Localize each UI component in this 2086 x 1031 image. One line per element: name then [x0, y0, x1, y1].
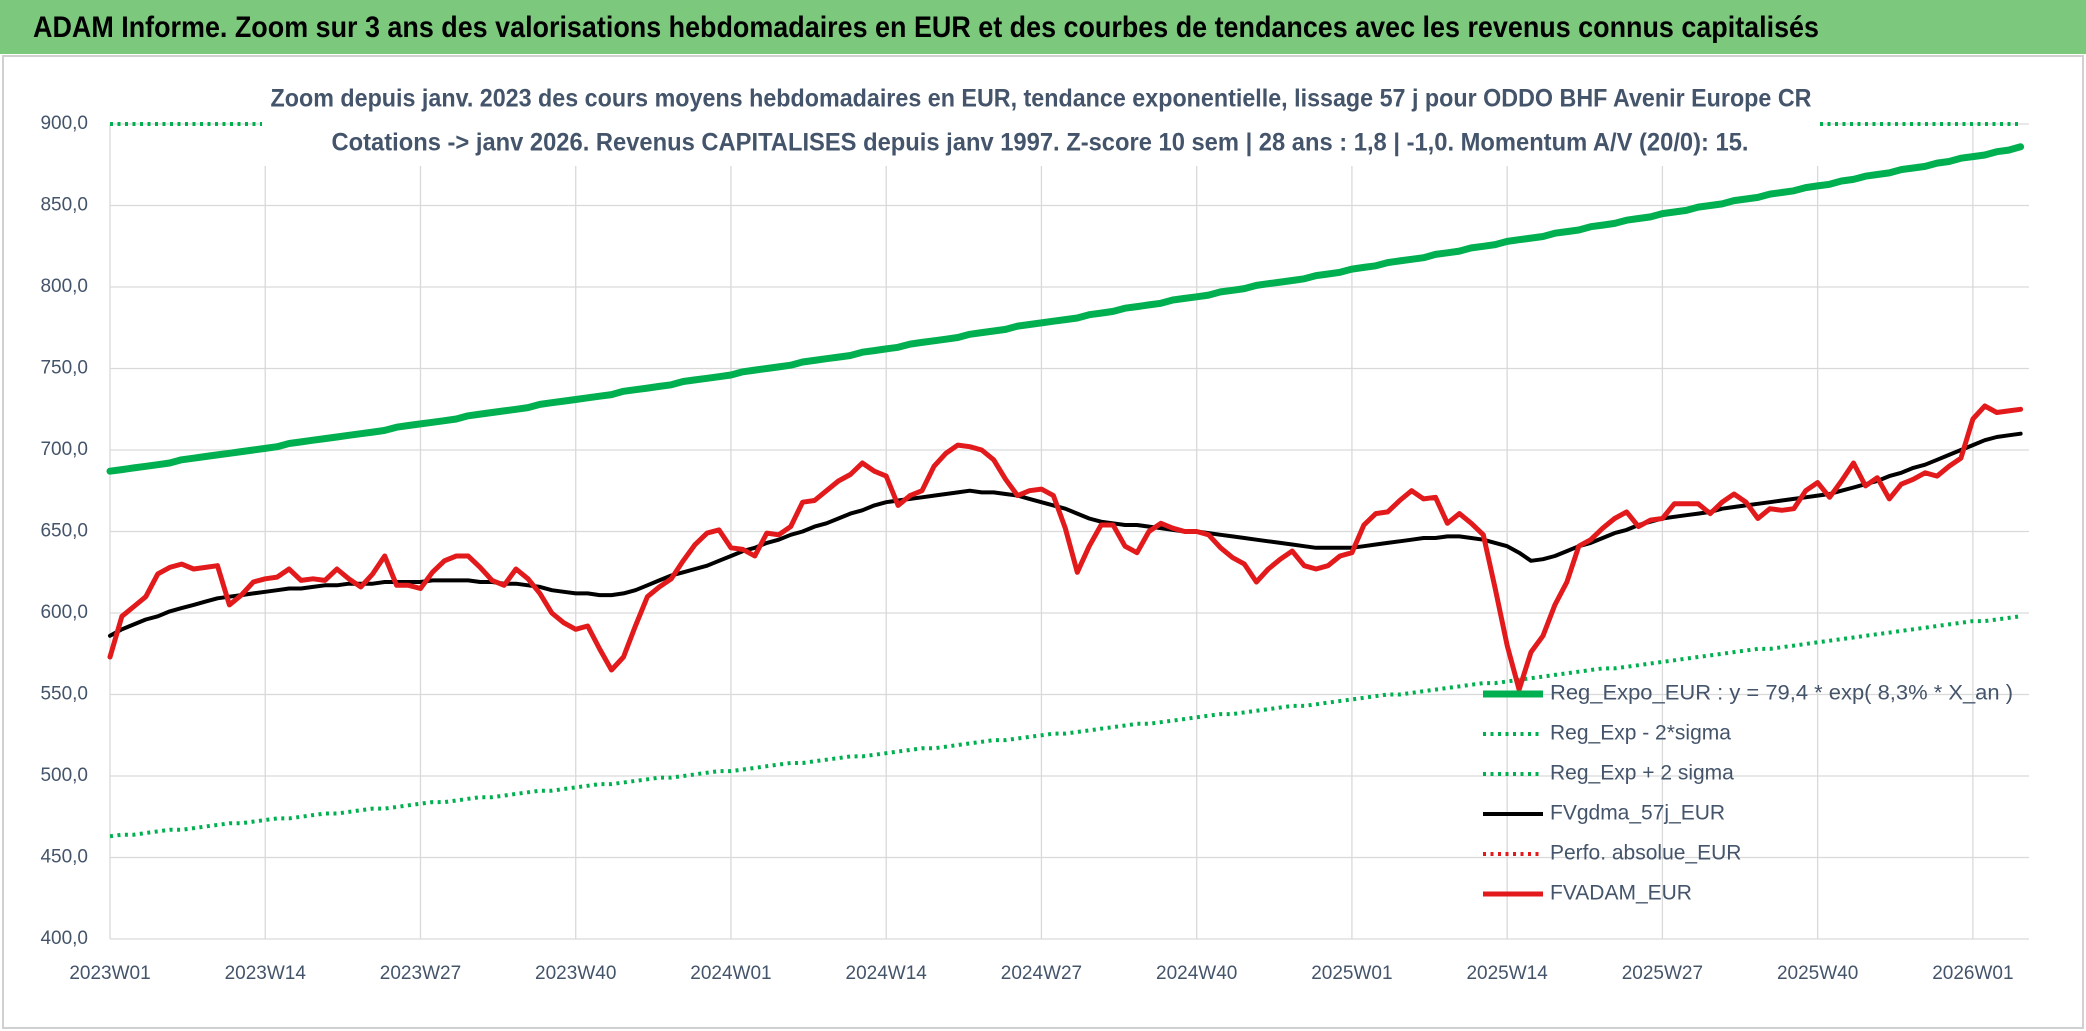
x-tick-label: 2025W40 — [1777, 963, 1858, 984]
legend-label: FVgdma_57j_EUR — [1550, 802, 1725, 825]
header-bar — [0, 0, 2086, 54]
x-tick-label: 2025W14 — [1466, 963, 1548, 984]
legend: Reg_Expo_EUR : y = 79,4 * exp( 8,3% * X_… — [1483, 682, 2013, 905]
y-tick-label: 600,0 — [40, 602, 88, 623]
y-tick-label: 550,0 — [40, 684, 88, 705]
x-tick-label: 2024W14 — [846, 963, 928, 984]
series-line — [107, 403, 2024, 693]
x-tick-label: 2023W14 — [225, 963, 307, 984]
x-tick-label: 2024W01 — [690, 963, 771, 984]
y-tick-label: 850,0 — [40, 195, 88, 216]
y-tick-label: 800,0 — [40, 276, 88, 297]
title-box — [262, 82, 1820, 166]
legend-label: Perfo. absolue_EUR — [1550, 842, 1741, 865]
plot-area: 400,0 450,0 500,0 550,0 600,0 650,0 700,0 750,0… — [40, 113, 2029, 984]
legend-label: Reg_Exp - 2*sigma — [1550, 722, 1731, 745]
y-tick-label: 400,0 — [40, 928, 88, 949]
y-tick-label: 450,0 — [40, 847, 88, 868]
legend-label: Reg_Expo_EUR : y = 79,4 * exp( 8,3% * X_… — [1550, 682, 2013, 705]
series-line — [106, 143, 2025, 475]
header-title: ADAM Informe. Zoom sur 3 ans des valoris… — [33, 11, 1819, 44]
chart-title: Zoom depuis janv. 2023 des cours moyens … — [271, 85, 1812, 113]
y-tick-label: 900,0 — [40, 113, 88, 134]
y-tick-label: 700,0 — [40, 439, 88, 460]
x-tick-label: 2024W27 — [1001, 963, 1082, 984]
chart-subtitle: Cotations -> janv 2026. Revenus CAPITALI… — [332, 129, 1749, 157]
chart-border — [2, 55, 2084, 1029]
y-tick-label: 500,0 — [40, 765, 88, 786]
x-tick-label: 2025W01 — [1311, 963, 1392, 984]
y-tick-label: 650,0 — [40, 521, 88, 542]
legend-label: Reg_Exp + 2 sigma — [1550, 762, 1734, 785]
x-tick-label: 2023W27 — [380, 963, 461, 984]
legend-label: FVADAM_EUR — [1550, 882, 1692, 905]
x-tick-label: 2026W01 — [1932, 963, 2013, 984]
series-line — [109, 614, 2021, 839]
x-tick-label: 2025W27 — [1622, 963, 1703, 984]
x-tick-label: 2023W01 — [69, 963, 150, 984]
x-tick-label: 2023W40 — [535, 963, 616, 984]
y-tick-label: 750,0 — [40, 358, 88, 379]
x-tick-label: 2024W40 — [1156, 963, 1237, 984]
